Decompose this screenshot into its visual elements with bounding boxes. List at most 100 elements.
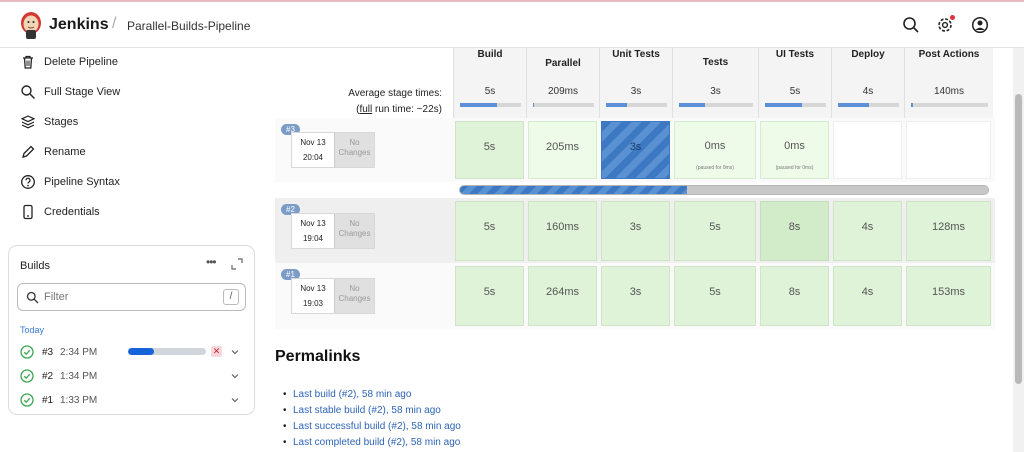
stage-cell[interactable]: 5s — [674, 266, 756, 326]
breadcrumb-pipeline[interactable]: Parallel-Builds-Pipeline — [127, 19, 251, 33]
run-badge[interactable]: #3 — [281, 124, 300, 135]
run-date-box[interactable]: Nov 13 20:04 No Changes — [291, 132, 375, 168]
builds-group-today: Today — [20, 325, 45, 335]
stage-name: Unit Tests — [612, 49, 660, 60]
stage-duration: 5s — [483, 141, 496, 153]
cancel-build-button[interactable]: ✕ — [211, 346, 222, 357]
stage-cell[interactable]: 153ms — [906, 266, 991, 326]
stage-duration: 0ms — [784, 140, 805, 152]
stage-cell[interactable]: 5s — [674, 201, 756, 261]
sidebar-item-full-stage-view[interactable]: Full Stage View — [20, 81, 120, 103]
user-icon[interactable] — [971, 16, 989, 34]
stage-cell[interactable]: 4s — [833, 201, 902, 261]
header: Jenkins / Parallel-Builds-Pipeline — [0, 2, 1024, 48]
stage-cell[interactable]: 3s — [601, 201, 670, 261]
build-progress-fill — [128, 348, 154, 355]
build-time: 2:34 PM — [60, 347, 98, 358]
stage-cell[interactable]: 205ms — [528, 121, 597, 179]
stage-duration: 8s — [788, 221, 801, 233]
stage-name: Parallel — [545, 58, 581, 69]
chevron-down-icon[interactable] — [230, 371, 240, 381]
run-date-box[interactable]: Nov 13 19:04 No Changes — [291, 213, 375, 249]
stage-cell[interactable] — [906, 121, 991, 179]
permalink-last-completed-build[interactable]: Last completed build (#2), 58 min ago — [283, 437, 460, 448]
stage-duration: 3s — [629, 221, 642, 233]
builds-widget: Builds ••• / Today #3 2:34 PM ✕ #2 — [8, 245, 255, 415]
full-run-time-label: (full run time: ~22s) — [356, 104, 442, 115]
stage-average-fill — [533, 103, 535, 107]
stage-cell[interactable]: 128ms — [906, 201, 991, 261]
sidebar-item-stages[interactable]: Stages — [20, 111, 78, 133]
permalink-last-stable-build[interactable]: Last stable build (#2), 58 min ago — [283, 405, 441, 416]
vertical-scrollbar[interactable] — [1013, 48, 1024, 452]
sidebar-item-delete-pipeline[interactable]: Delete Pipeline — [20, 51, 118, 73]
build-time: 1:34 PM — [60, 371, 98, 382]
stage-cell[interactable]: 160ms — [528, 201, 597, 261]
scrollbar-thumb[interactable] — [1015, 94, 1022, 384]
stage-name: Tests — [702, 57, 729, 68]
run-date: Nov 13 — [300, 138, 326, 147]
stage-cell[interactable]: 264ms — [528, 266, 597, 326]
stage-average-time: 5s — [484, 86, 496, 97]
permalinks-heading: Permalinks — [275, 348, 361, 365]
permalink-last-build[interactable]: Last build (#2), 58 min ago — [283, 389, 411, 400]
build-row-2[interactable]: #2 1:34 PM — [20, 368, 245, 386]
layers-icon — [20, 115, 36, 129]
run-badge[interactable]: #2 — [281, 204, 300, 215]
filter-input[interactable] — [44, 288, 204, 306]
stage-cell[interactable]: 0ms (paused for 0ms) — [674, 121, 756, 179]
chevron-down-icon[interactable] — [230, 395, 240, 405]
build-row-1[interactable]: #1 1:33 PM — [20, 392, 245, 410]
stage-cell[interactable] — [833, 121, 902, 179]
run-changes[interactable]: No Changes — [334, 133, 374, 167]
stage-average-time: 4s — [862, 86, 874, 97]
stage-average-fill — [765, 103, 802, 107]
permalink-last-successful-build[interactable]: Last successful build (#2), 58 min ago — [283, 421, 461, 432]
stage-cell[interactable]: 0ms (paused for 0ms) — [760, 121, 829, 179]
sidebar-item-credentials[interactable]: Credentials — [20, 201, 100, 223]
more-options-button[interactable]: ••• — [206, 255, 217, 269]
brand-name[interactable]: Jenkins — [49, 16, 109, 33]
stage-average-time: 5s — [789, 86, 801, 97]
success-icon — [20, 393, 34, 407]
build-row-3[interactable]: #3 2:34 PM ✕ — [20, 344, 245, 362]
sidebar-item-rename[interactable]: Rename — [20, 141, 86, 163]
build-number: #3 — [42, 347, 54, 358]
stage-average-bar — [606, 103, 667, 107]
stage-cell[interactable]: 8s — [760, 266, 829, 326]
full-run-link[interactable]: full — [359, 104, 373, 115]
build-progress-bar — [128, 348, 206, 355]
run-changes[interactable]: No Changes — [334, 214, 374, 248]
help-icon — [21, 175, 35, 189]
stage-average-time: 3s — [630, 86, 642, 97]
run-badge[interactable]: #1 — [281, 269, 300, 280]
stage-cell[interactable]: 3s — [601, 121, 670, 179]
chevron-down-icon[interactable] — [230, 347, 240, 357]
sidebar-item-label: Full Stage View — [44, 86, 121, 98]
stage-cell[interactable]: 4s — [833, 266, 902, 326]
stage-cell[interactable]: 3s — [601, 266, 670, 326]
run-changes[interactable]: No Changes — [334, 279, 374, 313]
run-date: Nov 13 — [300, 284, 326, 293]
stage-view: Average stage times: (full run time: ~22… — [275, 48, 995, 330]
phone-icon — [23, 204, 33, 220]
stage-cell[interactable]: 5s — [455, 266, 524, 326]
sidebar-item-label: Stages — [44, 116, 79, 128]
jenkins-logo-icon[interactable] — [19, 10, 43, 40]
search-icon[interactable] — [902, 16, 920, 34]
build-number: #1 — [42, 395, 54, 406]
stage-average-bar — [765, 103, 826, 107]
stage-duration: 5s — [483, 221, 496, 233]
stage-duration: 4s — [861, 221, 874, 233]
stage-cell[interactable]: 5s — [455, 121, 524, 179]
stage-cell[interactable]: 8s — [760, 201, 829, 261]
run-row: #3 Nov 13 20:04 No Changes 5s 205ms 3s 0ms (paus… — [275, 118, 995, 182]
expand-icon[interactable] — [231, 258, 243, 270]
search-icon — [26, 291, 39, 304]
stage-cell[interactable]: 5s — [455, 201, 524, 261]
stage-pause-note: (paused for 0ms) — [775, 165, 814, 171]
gear-icon[interactable] — [936, 16, 954, 34]
run-time-text: run time: ~22s) — [372, 104, 442, 115]
sidebar-item-pipeline-syntax[interactable]: Pipeline Syntax — [20, 171, 120, 193]
run-date-box[interactable]: Nov 13 19:03 No Changes — [291, 278, 375, 314]
